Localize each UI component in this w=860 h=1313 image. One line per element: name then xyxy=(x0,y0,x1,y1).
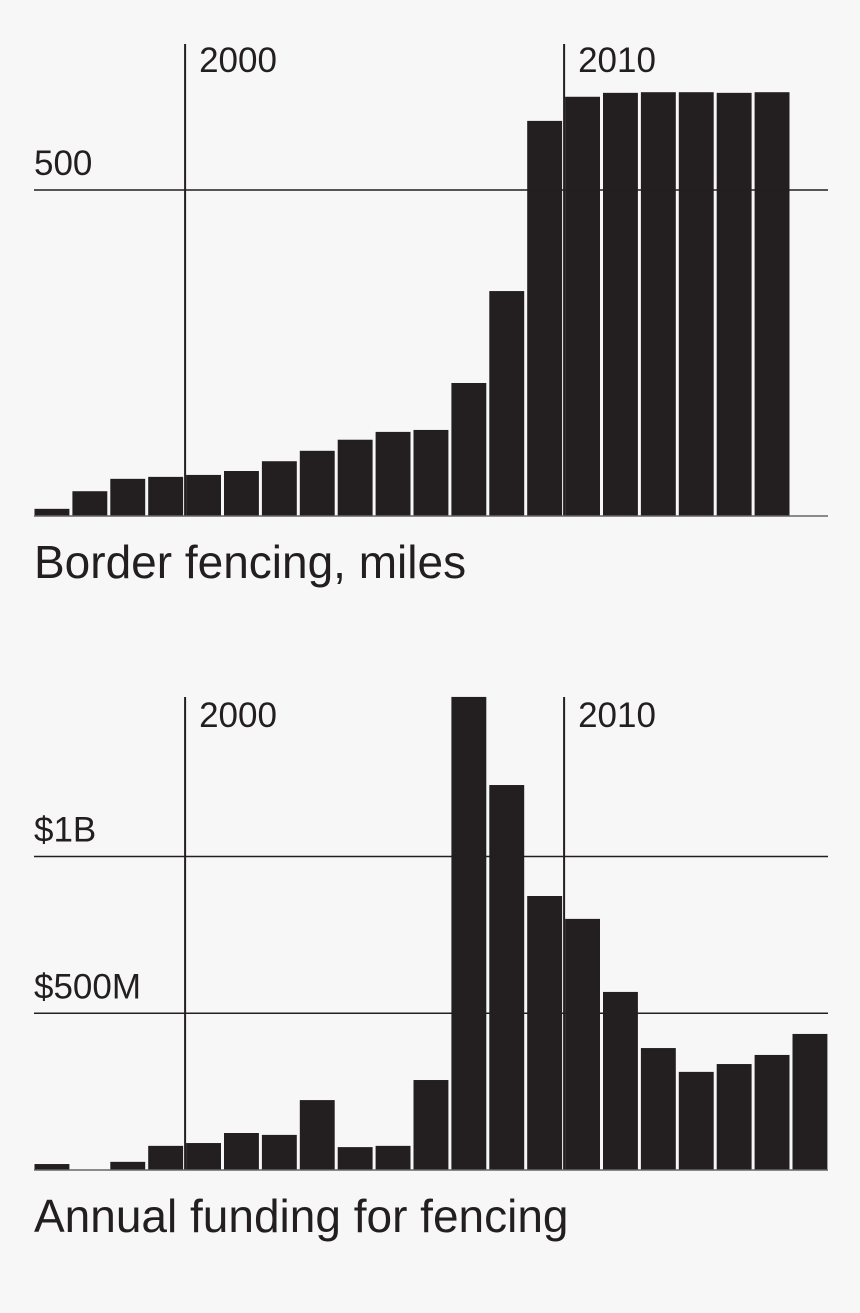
bar-2009 xyxy=(527,120,563,516)
bar-2012 xyxy=(640,92,676,516)
bar-1996 xyxy=(34,1164,70,1170)
bar-2006 xyxy=(413,1080,449,1170)
y-tick-label: $500M xyxy=(34,967,141,1006)
bar-2007 xyxy=(451,382,487,516)
bar-2008 xyxy=(489,785,525,1170)
bar-2013 xyxy=(678,1071,714,1170)
bar-2015 xyxy=(754,92,790,516)
bar-2006 xyxy=(413,429,449,516)
bar-2009 xyxy=(527,896,563,1170)
bar-2011 xyxy=(603,92,638,517)
bar-2001 xyxy=(224,471,259,516)
y-tick-label: 500 xyxy=(34,144,92,183)
bar-2014 xyxy=(716,1064,752,1170)
bar-2002 xyxy=(261,1134,297,1170)
bar-2003 xyxy=(299,450,335,516)
bar-1996 xyxy=(34,508,70,516)
bar-2008 xyxy=(489,291,525,516)
bar-2015 xyxy=(754,1054,790,1170)
bar-2012 xyxy=(640,1048,676,1170)
bar-2001 xyxy=(224,1133,259,1170)
bar-2014 xyxy=(716,92,752,517)
bar-2007 xyxy=(451,696,487,1170)
bar-2010 xyxy=(565,96,600,516)
bar-2000 xyxy=(186,1143,221,1170)
chart-title: Border fencing, miles xyxy=(34,536,466,588)
bar-1997 xyxy=(72,491,108,516)
bar-1998 xyxy=(110,1161,146,1170)
bar-2004 xyxy=(337,439,373,516)
y-tick-label: $1B xyxy=(34,811,96,850)
bar-1999 xyxy=(148,1145,184,1170)
bar-2011 xyxy=(603,991,638,1170)
bar-2013 xyxy=(678,92,714,516)
bar-1999 xyxy=(148,476,184,516)
bar-1998 xyxy=(110,478,146,516)
bar-2010 xyxy=(565,918,600,1170)
x-tick-label: 2010 xyxy=(578,696,656,735)
bar-2003 xyxy=(299,1100,335,1170)
bar-2016 xyxy=(792,1033,828,1170)
x-tick-label: 2000 xyxy=(199,41,277,80)
bar-2004 xyxy=(337,1147,373,1170)
bar-2005 xyxy=(375,431,411,516)
x-tick-label: 2000 xyxy=(199,696,277,735)
x-tick-label: 2010 xyxy=(578,41,656,80)
bar-2000 xyxy=(186,474,221,516)
chart-title: Annual funding for fencing xyxy=(34,1190,569,1242)
bar-2002 xyxy=(261,461,297,516)
bar-2005 xyxy=(375,1145,411,1170)
